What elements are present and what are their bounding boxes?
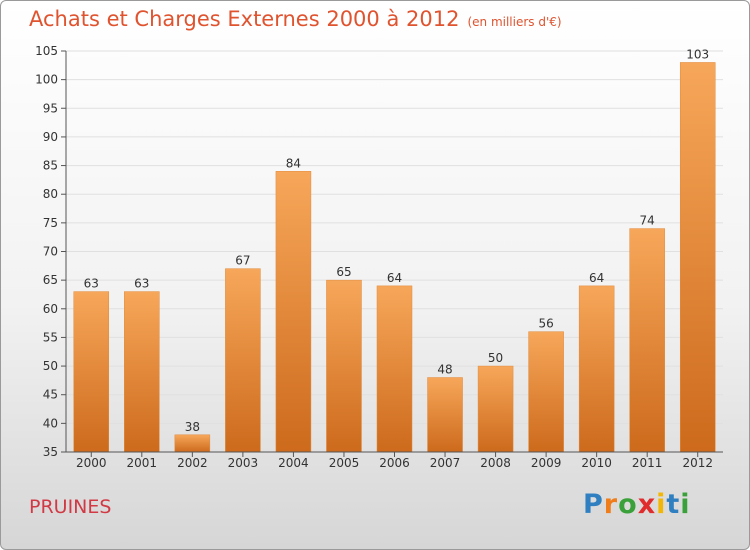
bar-value-label: 103: [686, 47, 709, 61]
bar-value-label: 64: [387, 271, 402, 285]
logo-letter: i: [656, 489, 667, 520]
bar: [528, 331, 564, 453]
x-tick-label: 2007: [430, 456, 461, 470]
bar-value-label: 50: [488, 351, 503, 365]
x-tick-label: 2009: [531, 456, 562, 470]
bar: [427, 377, 463, 453]
bar: [73, 291, 110, 453]
y-tick-label: 45: [43, 388, 58, 402]
chart-unit: (en milliers d'€): [467, 15, 562, 29]
bar-value-label: 56: [538, 317, 553, 331]
x-tick-label: 2000: [76, 456, 107, 470]
y-tick-label: 75: [43, 216, 58, 230]
x-tick-label: 2005: [329, 456, 360, 470]
logo-letter: x: [637, 489, 657, 520]
bar-value-label: 63: [84, 277, 99, 291]
bar-value-label: 67: [235, 254, 250, 268]
bar: [477, 365, 514, 453]
y-tick-label: 55: [43, 330, 58, 344]
bar: [629, 228, 665, 453]
town-name: PRUINES: [29, 496, 112, 518]
chart-title-text: Achats et Charges Externes 2000 à 2012: [29, 7, 460, 31]
y-tick-label: 35: [43, 445, 58, 459]
x-tick-label: 2006: [379, 456, 410, 470]
bar: [326, 279, 362, 453]
bar: [376, 285, 413, 453]
proxiti-logo: Proxiti: [583, 489, 691, 520]
bar-value-label: 63: [134, 277, 149, 291]
bar: [275, 171, 312, 453]
bar-value-label: 38: [185, 420, 200, 434]
logo-letter: r: [603, 489, 619, 520]
bar: [124, 291, 160, 453]
chart-title: Achats et Charges Externes 2000 à 2012 (e…: [29, 7, 562, 31]
bar-value-label: 84: [286, 156, 301, 170]
y-tick-label: 60: [43, 302, 58, 316]
y-tick-label: 105: [35, 44, 58, 58]
x-tick-label: 2004: [278, 456, 309, 470]
logo-letter: P: [583, 489, 604, 520]
bar: [679, 62, 716, 453]
y-tick-label: 40: [43, 416, 58, 430]
bar-value-label: 65: [336, 265, 351, 279]
y-tick-label: 80: [43, 187, 58, 201]
bar-value-label: 64: [589, 271, 604, 285]
x-tick-label: 2010: [581, 456, 612, 470]
bar: [174, 434, 211, 453]
logo-letter: o: [618, 489, 638, 520]
y-tick-label: 90: [43, 130, 58, 144]
y-tick-label: 100: [35, 73, 58, 87]
logo-letter: t: [666, 489, 681, 520]
bar-value-label: 74: [640, 214, 655, 228]
x-tick-label: 2001: [127, 456, 158, 470]
y-tick-label: 70: [43, 245, 58, 259]
y-tick-label: 85: [43, 159, 58, 173]
y-tick-label: 95: [43, 101, 58, 115]
bar: [578, 285, 615, 453]
y-tick-label: 50: [43, 359, 58, 373]
y-tick-label: 65: [43, 273, 58, 287]
x-tick-label: 2002: [177, 456, 208, 470]
x-tick-label: 2012: [682, 456, 713, 470]
x-tick-label: 2008: [480, 456, 511, 470]
bar: [225, 268, 261, 453]
x-tick-label: 2011: [632, 456, 663, 470]
x-tick-label: 2003: [228, 456, 259, 470]
bar-value-label: 48: [437, 363, 452, 377]
logo-letter: i: [680, 489, 691, 520]
